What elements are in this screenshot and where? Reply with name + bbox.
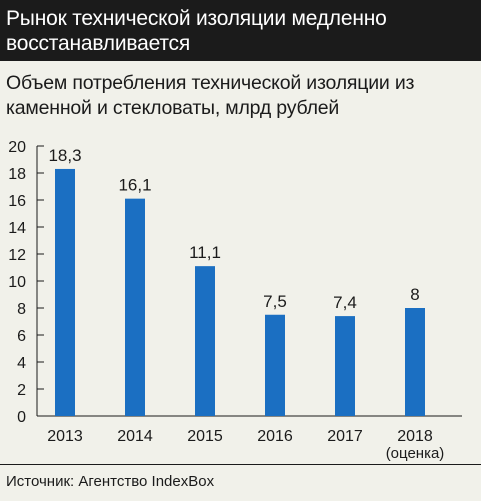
y-tick-label: 6 bbox=[17, 328, 26, 345]
title-bar bbox=[0, 0, 481, 61]
category-label-2017: 2017 bbox=[327, 428, 363, 445]
y-axis: 0 2 4 6 8 10 12 14 16 18 20 bbox=[8, 139, 462, 426]
y-tick-label: 20 bbox=[8, 139, 26, 156]
y-tick-label: 16 bbox=[8, 193, 26, 210]
value-label-2014: 16,1 bbox=[118, 176, 151, 195]
y-tick-label: 4 bbox=[17, 355, 26, 372]
bar-2013 bbox=[55, 168, 75, 416]
value-label-2018: 8 bbox=[410, 285, 419, 304]
y-tick-label: 12 bbox=[8, 247, 26, 264]
bar-2016 bbox=[265, 314, 285, 416]
bars-group bbox=[55, 168, 425, 416]
bar-2018 bbox=[405, 308, 425, 416]
value-label-2017: 7,4 bbox=[333, 293, 357, 312]
y-tick-label: 0 bbox=[17, 409, 26, 426]
bar-2017 bbox=[335, 316, 355, 416]
category-label-2013: 2013 bbox=[47, 428, 83, 445]
value-label-2016: 7,5 bbox=[263, 292, 287, 311]
category-label-2015: 2015 bbox=[187, 428, 223, 445]
chart-title: Рынок технической изоляции медленно восс… bbox=[6, 7, 387, 55]
category-note-2018: (оценка) bbox=[386, 445, 445, 462]
y-tick-label: 14 bbox=[8, 220, 26, 237]
labels-group: 18,3 2013 16,1 2014 11,1 2015 7,5 2016 7,4 2017 8 2… bbox=[47, 146, 444, 462]
category-label-2016: 2016 bbox=[257, 428, 293, 445]
chart-subtitle: Объем потребления технической изоляции и… bbox=[6, 72, 415, 119]
y-tick-label: 10 bbox=[8, 274, 26, 291]
y-tick-label: 8 bbox=[17, 301, 26, 318]
bar-2015 bbox=[195, 266, 215, 416]
bar-2014 bbox=[125, 198, 145, 416]
value-label-2013: 18,3 bbox=[48, 146, 81, 165]
source-footer: Источник: Агентство IndexBox bbox=[0, 464, 481, 501]
y-tick-label: 18 bbox=[8, 166, 26, 183]
source-text: Источник: Агентство IndexBox bbox=[6, 473, 215, 490]
y-tick-label: 2 bbox=[17, 382, 26, 399]
bar-chart: 0 2 4 6 8 10 12 14 16 18 20 18,3 2013 16,1 2014 11,1 20… bbox=[8, 139, 462, 462]
category-label-2014: 2014 bbox=[117, 428, 153, 445]
value-label-2015: 11,1 bbox=[189, 243, 221, 262]
category-label-2018: 2018 bbox=[397, 428, 433, 445]
